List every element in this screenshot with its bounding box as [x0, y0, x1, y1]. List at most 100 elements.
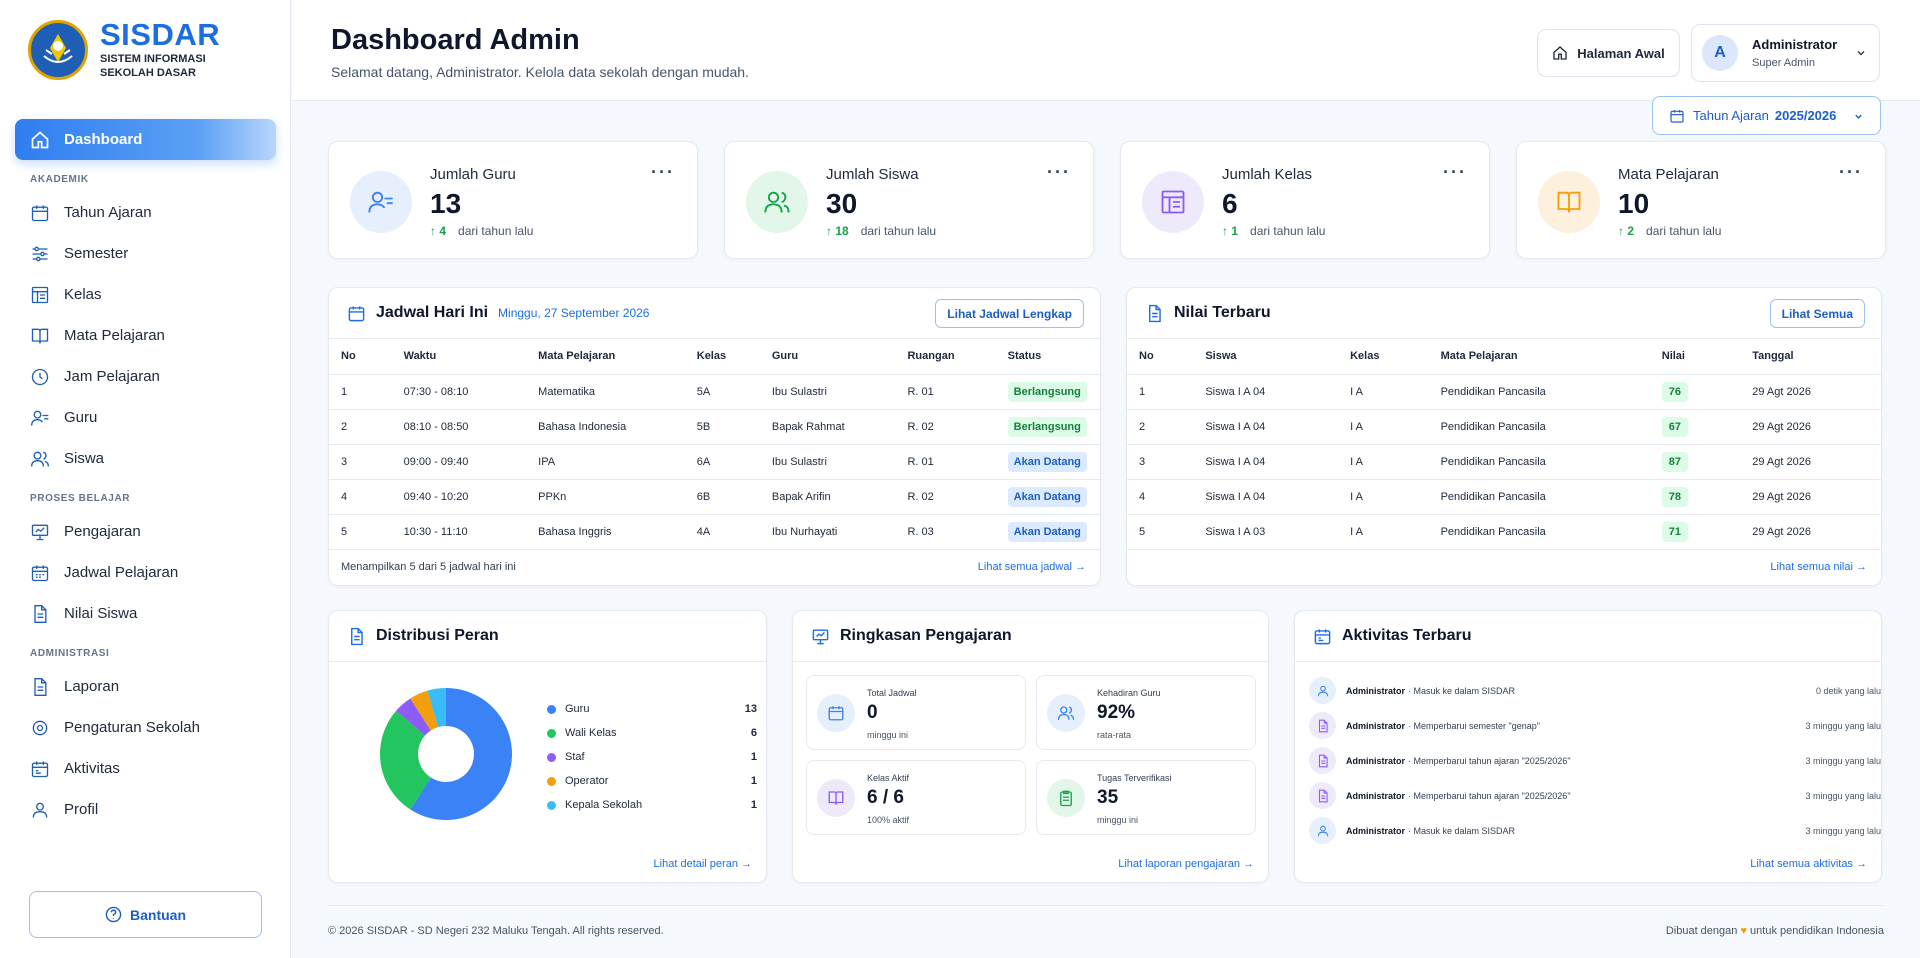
table-cell: 87 — [1649, 444, 1741, 480]
activity-item[interactable]: Administrator · Masuk ke dalam SISDAR 0 de… — [1309, 673, 1881, 708]
sidebar-item-pengaturan-sekolah[interactable]: Pengaturan Sekolah — [15, 707, 276, 748]
table-cell: Ibu Sulastri — [759, 374, 896, 410]
activity-item[interactable]: Administrator · Memperbarui tahun ajaran … — [1309, 778, 1881, 813]
schedule-card: Jadwal Hari Ini Minggu, 27 September 202… — [328, 287, 1101, 586]
activity-item[interactable]: Administrator · Memperbarui semester "gen… — [1309, 708, 1881, 743]
sidebar-item-label: Tahun Ajaran — [64, 204, 152, 221]
role-detail-link[interactable]: Lihat detail peran → — [653, 858, 752, 870]
view-all-schedule-link[interactable]: Lihat semua jadwal → — [977, 561, 1086, 573]
table-cell: 07:30 - 08:10 — [391, 374, 527, 410]
table-row[interactable]: 4 Siswa I A 04 I A Pendidikan Pancasila 78 29… — [1127, 479, 1881, 515]
sidebar-item-label: Siswa — [64, 450, 105, 467]
activity-time: 3 minggu yang lalu — [1805, 790, 1881, 801]
donut-slice-wali-kelas[interactable] — [380, 710, 431, 810]
table-cell: Siswa I A 04 — [1193, 444, 1339, 480]
sidebar-item-jam-pelajaran[interactable]: Jam Pelajaran — [15, 356, 276, 397]
view-all-activity-link[interactable]: Lihat semua aktivitas → — [1750, 858, 1867, 870]
table-row[interactable]: 5 10:30 - 11:10 Bahasa Inggris 4A Ibu Nurhay… — [329, 514, 1100, 550]
table-row[interactable]: 3 Siswa I A 04 I A Pendidikan Pancasila 87 29… — [1127, 444, 1881, 480]
table-cell: Pendidikan Pancasila — [1428, 444, 1650, 480]
more-options-icon[interactable]: ··· — [1839, 162, 1863, 182]
table-cell: Bapak Rahmat — [759, 409, 896, 445]
stat-trend: ↑ 1 dari tahun lalu — [1222, 224, 1325, 238]
summary-tugas-terverifikasi: Tugas Terverifikasi 35 minggu ini — [1036, 760, 1256, 835]
table-cell: 3 — [329, 444, 392, 480]
table-row[interactable]: 2 Siswa I A 04 I A Pendidikan Pancasila 67 29… — [1127, 409, 1881, 445]
calendar-icon — [1314, 628, 1331, 644]
sidebar-item-siswa[interactable]: Siswa — [15, 438, 276, 479]
donut-slice-kepala-sekolah[interactable] — [427, 688, 446, 728]
user-menu[interactable]: A Administrator Super Admin — [1691, 24, 1880, 82]
more-options-icon[interactable]: ··· — [1443, 162, 1467, 182]
sidebar-item-jadwal-pelajaran[interactable]: Jadwal Pelajaran — [15, 552, 276, 593]
sidebar-item-semester[interactable]: Semester — [15, 233, 276, 274]
table-row[interactable]: 1 07:30 - 08:10 Matematika 5A Ibu Sulastri R.… — [329, 374, 1100, 410]
users-icon — [1057, 706, 1075, 720]
summary-value: 0 — [867, 702, 878, 723]
summary-icon-wrap — [817, 779, 855, 817]
top-header: Dashboard Admin Selamat datang, Administ… — [292, 0, 1920, 101]
activity-item[interactable]: Administrator · Masuk ke dalam SISDAR 3 mi… — [1309, 813, 1881, 848]
teaching-report-link[interactable]: Lihat laporan pengajaran → — [1118, 858, 1254, 870]
sidebar-item-guru[interactable]: Guru — [15, 397, 276, 438]
score-badge: 87 — [1661, 451, 1688, 472]
brand[interactable]: SISDAR SISTEM INFORMASI SEKOLAH DASAR — [28, 19, 230, 80]
help-button[interactable]: Bantuan — [29, 891, 262, 938]
table-body: 1 07:30 - 08:10 Matematika 5A Ibu Sulastri R.… — [329, 374, 1100, 550]
view-all-grades-button[interactable]: Lihat Semua — [1769, 299, 1865, 328]
sidebar-item-label: Kelas — [64, 286, 102, 303]
sidebar-item-aktivitas[interactable]: Aktivitas — [15, 748, 276, 789]
academic-year-select[interactable]: Tahun Ajaran 2025/2026 — [1652, 96, 1881, 135]
activity-time: 3 minggu yang lalu — [1805, 825, 1881, 836]
calendar-icon — [31, 205, 49, 221]
table-row[interactable]: 2 08:10 - 08:50 Bahasa Indonesia 5B Bapak Ra… — [329, 409, 1100, 445]
sidebar-item-label: Nilai Siswa — [64, 605, 138, 622]
users-icon — [764, 191, 790, 213]
sidebar-item-label: Profil — [64, 801, 99, 818]
sidebar-item-pengajaran[interactable]: Pengajaran — [15, 511, 276, 552]
column-header: Kelas — [684, 339, 760, 375]
user-icon — [1317, 825, 1328, 836]
donut-slice-operator[interactable] — [410, 690, 439, 731]
donut-slice-staf[interactable] — [396, 698, 431, 736]
table-cell: Bapak Arifin — [759, 479, 896, 515]
home-page-button[interactable]: Halaman Awal — [1537, 29, 1680, 77]
summary-value: 35 — [1097, 787, 1119, 808]
legend-dot — [547, 752, 556, 762]
column-header: Mata Pelajaran — [1428, 339, 1650, 375]
table-row[interactable]: 1 Siswa I A 04 I A Pendidikan Pancasila 76 29… — [1127, 374, 1881, 410]
stat-card-siswa: Jumlah Siswa 30 ↑ 18 dari tahun lalu ··· — [724, 141, 1094, 259]
legend-item: Kepala Sekolah 1 — [547, 793, 757, 817]
more-options-icon[interactable]: ··· — [651, 162, 675, 182]
gear-icon — [32, 720, 48, 735]
sidebar-item-laporan[interactable]: Laporan — [15, 666, 276, 707]
summary-kehadiran-guru: Kehadiran Guru 92% rata-rata — [1036, 675, 1256, 750]
sidebar-item-tahun-ajaran[interactable]: Tahun Ajaran — [15, 192, 276, 233]
file-text-icon — [1149, 304, 1161, 322]
table-cell: 09:40 - 10:20 — [391, 479, 527, 515]
donut-slice-guru[interactable] — [410, 688, 512, 820]
more-options-icon[interactable]: ··· — [1047, 162, 1071, 182]
table-cell: 10:30 - 11:10 — [391, 514, 527, 550]
card-title: Aktivitas Terbaru — [1342, 627, 1472, 644]
teaching-summary-card: Ringkasan Pengajaran Total Jadwal 0 ming… — [792, 610, 1269, 883]
sidebar-item-profil[interactable]: Profil — [15, 789, 276, 830]
home-icon — [1553, 46, 1567, 60]
sidebar-item-kelas[interactable]: Kelas — [15, 274, 276, 315]
table-row[interactable]: 3 09:00 - 09:40 IPA 6A Ibu Sulastri R. 01 Akan… — [329, 444, 1100, 480]
stat-value: 13 — [430, 188, 462, 219]
summary-icon-wrap — [817, 694, 855, 732]
view-full-schedule-button[interactable]: Lihat Jadwal Lengkap — [935, 299, 1084, 328]
summary-label: Total Jadwal — [867, 688, 917, 698]
stat-delta: ↑ 1 — [1222, 224, 1239, 238]
sidebar-item-dashboard[interactable]: Dashboard — [15, 119, 276, 160]
table-row[interactable]: 5 Siswa I A 03 I A Pendidikan Pancasila 71 29… — [1127, 514, 1881, 550]
sidebar-item-mata-pelajaran[interactable]: Mata Pelajaran — [15, 315, 276, 356]
sidebar-item-nilai-siswa[interactable]: Nilai Siswa — [15, 593, 276, 634]
file-text-icon — [1318, 719, 1328, 732]
activity-item[interactable]: Administrator · Memperbarui tahun ajaran … — [1309, 743, 1881, 778]
table-row[interactable]: 4 09:40 - 10:20 PPKn 6B Bapak Arifin R. 02 Aka… — [329, 479, 1100, 515]
legend-value: 6 — [750, 727, 757, 739]
sidebar-item-label: Jadwal Pelajaran — [64, 564, 179, 581]
view-all-grades-link[interactable]: Lihat semua nilai → — [1770, 561, 1867, 573]
